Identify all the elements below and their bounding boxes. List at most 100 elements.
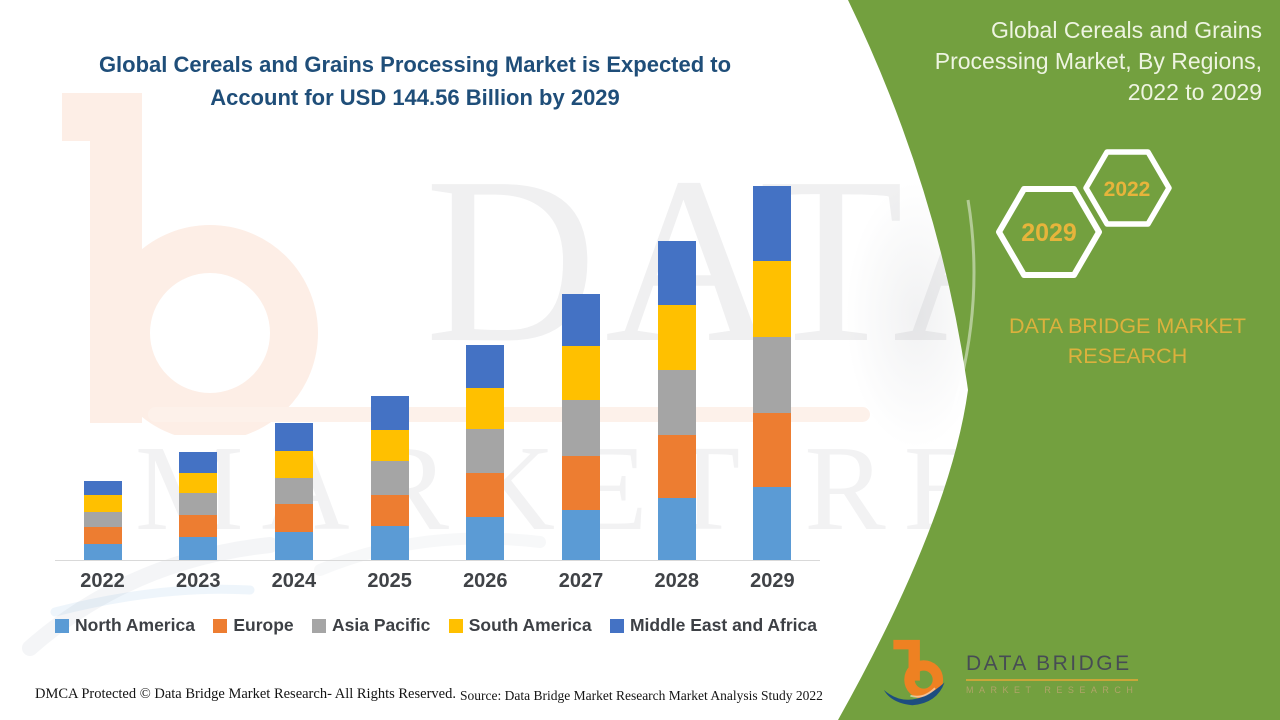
x-axis-labels: 2022 2023 2024 2025 2026 2027 2028 2029 (55, 570, 820, 593)
logo-gold-rule (966, 678, 1139, 681)
bar-segment (83, 511, 122, 527)
legend-swatch-icon (312, 618, 327, 633)
logo-subtitle: MARKET RESEARCH (966, 684, 1139, 695)
legend-label: South America (468, 615, 592, 635)
x-axis-label-2023: 2023 (175, 570, 221, 592)
bar-segment (274, 477, 313, 505)
stacked-bar-2028 (657, 241, 696, 560)
bar-segment (657, 369, 696, 435)
bar-segment (562, 294, 601, 347)
legend-item: North America (55, 615, 195, 636)
bar-segment (466, 345, 505, 388)
legend-item: Asia Pacific (312, 615, 430, 636)
bar-segment (83, 543, 122, 560)
x-axis-label-2029: 2029 (750, 570, 795, 592)
legend-label: Asia Pacific (332, 615, 431, 635)
hexagon-2029 (996, 186, 1102, 278)
bar-segment (466, 517, 505, 560)
stacked-bar-chart (55, 160, 820, 561)
bar-segment (562, 346, 601, 401)
brand-text: DATA BRIDGE MARKET RESEARCH (985, 311, 1270, 371)
stacked-bar-2025 (370, 396, 409, 560)
bar-segment (179, 451, 218, 473)
year-hexagons: 2029 2022 (996, 149, 1172, 278)
x-axis-label-2025: 2025 (367, 570, 412, 592)
x-axis-label-2028: 2028 (654, 570, 699, 592)
bar-segment (274, 423, 313, 452)
legend-swatch-icon (448, 618, 463, 633)
bar-segment (466, 428, 505, 474)
bar-segment (753, 336, 792, 413)
legend-label: Middle East and Africa (629, 615, 817, 635)
bar-segment (83, 481, 122, 495)
bar-group-2024 (246, 423, 341, 560)
panel-title-line3: 2022 to 2029 (1127, 79, 1262, 105)
company-logo: DATA BRIDGE MARKET RESEARCH (882, 637, 1139, 709)
page-title: Global Cereals and Grains Processing Mar… (75, 48, 755, 114)
bar-segment (562, 400, 601, 456)
legend-item: Middle East and Africa (609, 615, 817, 636)
bar-segment (370, 461, 409, 496)
logo-text: DATA BRIDGE MARKET RESEARCH (966, 651, 1139, 695)
panel-title-line2: Processing Market, By Regions, (934, 48, 1262, 74)
hexagon-2022-label: 2022 (1104, 178, 1151, 201)
bar-segment (562, 455, 601, 510)
bar-segment (753, 186, 792, 261)
bar-group-2028 (629, 241, 724, 560)
stacked-bar-2026 (466, 345, 505, 560)
bar-segment (179, 493, 218, 516)
bar-segment (657, 304, 696, 370)
logo-name: DATA BRIDGE (966, 651, 1132, 675)
legend-label: Europe (233, 615, 294, 635)
panel-title-line1: Global Cereals and Grains (990, 17, 1262, 43)
logo-b-icon (883, 639, 945, 706)
bar-segment (370, 429, 409, 462)
bar-segment (179, 536, 218, 560)
hexagon-2029-label: 2029 (1021, 219, 1077, 247)
bar-segment (179, 515, 218, 537)
bar-segment (370, 495, 409, 527)
page-title-line2: Account for USD 144.56 Billion by 2029 (210, 85, 620, 110)
bar-segment (657, 497, 696, 560)
bar-segment (753, 486, 792, 560)
x-axis-label-2022: 2022 (80, 570, 125, 592)
bar-group-2023 (151, 451, 246, 560)
x-axis-label-2024: 2024 (271, 570, 317, 592)
legend-swatch-icon (213, 618, 228, 633)
panel-title: Global Cereals and Grains Processing Mar… (890, 15, 1262, 108)
bar-segment (753, 412, 792, 487)
bar-segment (370, 396, 409, 430)
page-title-line1: Global Cereals and Grains Processing Mar… (98, 52, 732, 77)
bar-segment (657, 241, 696, 305)
stacked-bar-2022 (83, 481, 122, 560)
stacked-bar-2027 (562, 294, 601, 560)
stacked-bar-2023 (179, 451, 218, 560)
bar-segment (83, 526, 122, 544)
x-axis-label-2026: 2026 (463, 570, 508, 592)
brand-line2: RESEARCH (1067, 344, 1188, 368)
dmca-notice: DMCA Protected © Data Bridge Market Rese… (35, 686, 456, 702)
bar-segment (274, 451, 313, 478)
bar-segment (657, 434, 696, 498)
legend-label: North America (75, 615, 195, 635)
stacked-bar-2029 (753, 186, 792, 560)
x-axis-label-2027: 2027 (558, 570, 604, 592)
bar-segment (466, 387, 505, 429)
legend-item: Europe (213, 615, 294, 636)
bar-segment (274, 504, 313, 533)
source-note: Source: Data Bridge Market Research Mark… (460, 688, 823, 703)
brand-line1: DATA BRIDGE MARKET (1009, 314, 1246, 338)
bar-segment (370, 526, 409, 560)
bar-group-2027 (534, 294, 629, 560)
legend-swatch-icon (609, 618, 624, 633)
bar-segment (562, 509, 601, 560)
bar-segment (466, 473, 505, 518)
bar-segment (179, 472, 218, 494)
legend-item: South America (448, 615, 592, 636)
bar-group-2022 (55, 481, 150, 560)
stacked-bar-2024 (274, 423, 313, 560)
legend-swatch-icon (55, 618, 69, 633)
bar-segment (753, 260, 792, 337)
bar-segment (83, 494, 122, 512)
